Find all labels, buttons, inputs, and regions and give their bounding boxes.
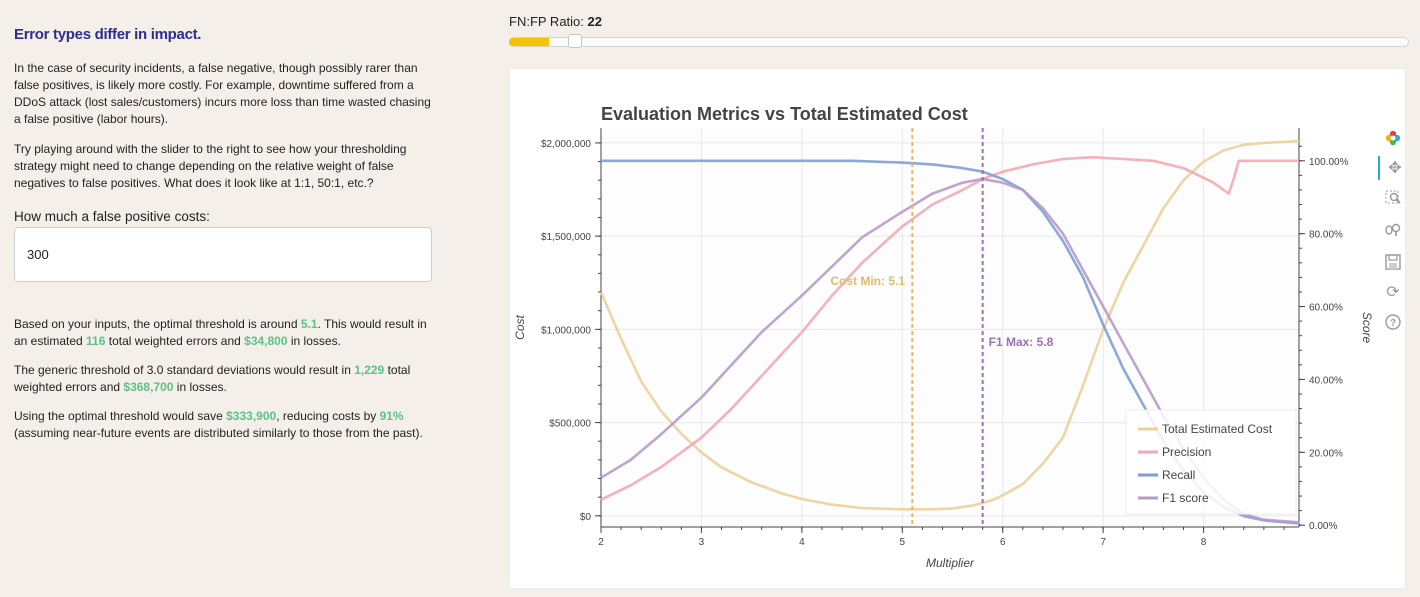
optimal-loss-value: $34,800 xyxy=(244,334,288,348)
help-icon[interactable]: ? xyxy=(1378,310,1408,334)
generic-threshold-result: The generic threshold of 3.0 standard de… xyxy=(14,363,411,394)
box-zoom-icon[interactable] xyxy=(1378,186,1408,210)
cost-min-label: Cost Min: 5.1 xyxy=(830,274,905,288)
y-tick-label: $0 xyxy=(580,512,592,523)
x-tick-label: 2 xyxy=(598,537,604,548)
slider-fill xyxy=(509,38,549,46)
metrics-cost-chart[interactable]: 2 3 4 5 6 7 8 $0 $500,000 $1,000,000 $1,500,000 $2,… xyxy=(509,68,1406,589)
y2-tick-label: 0.00% xyxy=(1309,521,1337,532)
y2-tick-label: 100.00% xyxy=(1309,157,1349,168)
false-positive-cost-label: How much a false positive costs: xyxy=(14,209,210,224)
legend-label[interactable]: Precision xyxy=(1162,445,1211,459)
section-heading: Error types differ in impact. xyxy=(14,26,202,43)
false-positive-cost-input[interactable] xyxy=(14,227,432,282)
intro-paragraph-2: Try playing around with the slider to th… xyxy=(14,142,407,190)
x-axis-label: Multiplier xyxy=(926,556,975,570)
savings-value: $333,900 xyxy=(226,409,277,423)
y2-axis-label: Score xyxy=(1360,312,1374,344)
save-icon[interactable] xyxy=(1378,250,1408,274)
optimal-threshold-result: Based on your inputs, the optimal thresh… xyxy=(14,317,427,348)
pan-icon[interactable]: ✥ xyxy=(1378,156,1410,180)
optimal-errors-value: 116 xyxy=(86,334,106,348)
x-tick-label: 4 xyxy=(799,537,805,548)
f1-max-label: F1 Max: 5.8 xyxy=(989,335,1054,349)
y-tick-label: $500,000 xyxy=(549,419,591,430)
ratio-label: FN:FP Ratio: 22 xyxy=(509,14,602,29)
ratio-value: 22 xyxy=(587,14,602,29)
svg-text:?: ? xyxy=(1390,318,1396,329)
generic-loss-value: $368,700 xyxy=(123,380,174,394)
x-tick-label: 3 xyxy=(699,537,705,548)
legend-label[interactable]: Total Estimated Cost xyxy=(1162,422,1273,436)
y-tick-label: $1,000,000 xyxy=(541,325,591,336)
reset-icon[interactable]: ⟳ xyxy=(1386,284,1400,301)
slider-handle[interactable] xyxy=(567,34,582,48)
intro-paragraph-1: In the case of security incidents, a fal… xyxy=(14,61,431,126)
chart-title: Evaluation Metrics vs Total Estimated Co… xyxy=(601,104,968,124)
savings-percent-value: 91% xyxy=(379,409,404,423)
legend-label[interactable]: F1 score xyxy=(1162,491,1209,505)
y2-tick-label: 60.00% xyxy=(1309,303,1343,314)
generic-errors-value: 1,229 xyxy=(354,363,385,377)
bokeh-logo-icon[interactable] xyxy=(1378,126,1408,150)
legend-label[interactable]: Recall xyxy=(1162,468,1195,482)
y-tick-label: $2,000,000 xyxy=(541,139,591,150)
slider-track[interactable] xyxy=(509,37,1409,47)
savings-result: Using the optimal threshold would save $… xyxy=(14,409,423,440)
x-tick-label: 5 xyxy=(900,537,906,548)
x-tick-label: 8 xyxy=(1201,537,1207,548)
ratio-slider[interactable] xyxy=(509,34,1409,48)
optimal-threshold-value: 5.1 xyxy=(300,317,318,331)
x-tick-label: 7 xyxy=(1100,537,1106,548)
y-axis-label: Cost xyxy=(513,315,527,340)
x-tick-label: 6 xyxy=(1000,537,1006,548)
y2-tick-label: 20.00% xyxy=(1309,448,1343,459)
y-tick-label: $1,500,000 xyxy=(541,232,591,243)
y2-tick-label: 40.00% xyxy=(1309,375,1343,386)
y2-tick-label: 80.00% xyxy=(1309,230,1343,241)
wheel-zoom-icon[interactable] xyxy=(1378,218,1408,242)
